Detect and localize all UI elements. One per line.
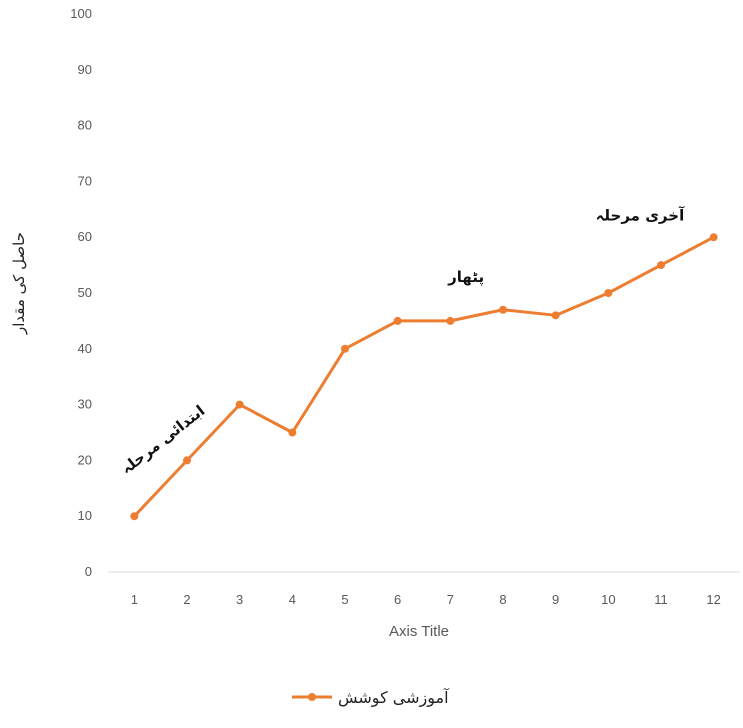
x-tick-label: 3 — [236, 592, 243, 607]
x-tick-label: 9 — [552, 592, 559, 607]
data-point — [446, 316, 455, 325]
series-line — [133, 235, 715, 518]
annotation-label: پٹھار — [447, 268, 484, 287]
x-tick-label: 7 — [447, 592, 454, 607]
x-tick-label: 12 — [706, 592, 720, 607]
y-tick-label: 80 — [78, 118, 92, 133]
data-point — [499, 305, 507, 314]
annotations-group: ابتدائی مرحلہ پٹھار آخری مرحلہ — [117, 206, 685, 477]
data-point — [709, 233, 718, 242]
y-tick-label: 100 — [70, 6, 92, 21]
y-axis-ticks: 0 10 20 30 40 50 60 70 80 90 100 — [70, 6, 92, 579]
x-tick-label: 2 — [183, 592, 190, 607]
x-axis-ticks: 1 2 3 4 5 6 7 8 9 10 11 12 — [131, 592, 721, 607]
data-point — [551, 311, 560, 320]
data-point — [393, 316, 402, 325]
data-point — [341, 344, 349, 353]
annotation-label: آخری مرحلہ — [596, 206, 685, 224]
data-point — [130, 512, 139, 521]
y-tick-label: 60 — [78, 229, 92, 244]
y-axis-title: حاصل کی مقدار — [10, 232, 28, 335]
series-group — [130, 233, 718, 521]
x-tick-label: 10 — [601, 592, 615, 607]
y-tick-label: 50 — [78, 285, 92, 300]
y-tick-label: 30 — [78, 397, 92, 412]
data-point — [657, 261, 665, 270]
y-tick-label: 70 — [78, 173, 92, 188]
legend-marker — [308, 693, 316, 701]
y-tick-label: 40 — [78, 341, 92, 356]
y-tick-label: 0 — [85, 564, 92, 579]
annotation-label: ابتدائی مرحلہ — [117, 402, 208, 478]
legend: آموزشی کوشش — [292, 688, 450, 708]
y-tick-label: 10 — [78, 508, 92, 523]
x-tick-label: 6 — [394, 592, 401, 607]
x-tick-label: 8 — [499, 592, 506, 607]
x-axis-title: Axis Title — [389, 623, 449, 640]
y-tick-label: 20 — [78, 452, 92, 467]
y-tick-label: 90 — [78, 62, 92, 77]
data-point — [604, 289, 613, 297]
x-tick-label: 5 — [341, 592, 348, 607]
data-point — [235, 400, 244, 409]
data-point — [288, 428, 297, 437]
legend-entry-label: آموزشی کوشش — [338, 688, 450, 708]
x-tick-label: 11 — [654, 592, 668, 607]
x-tick-label: 4 — [289, 592, 296, 607]
data-point — [183, 456, 191, 465]
x-tick-label: 1 — [131, 592, 138, 607]
